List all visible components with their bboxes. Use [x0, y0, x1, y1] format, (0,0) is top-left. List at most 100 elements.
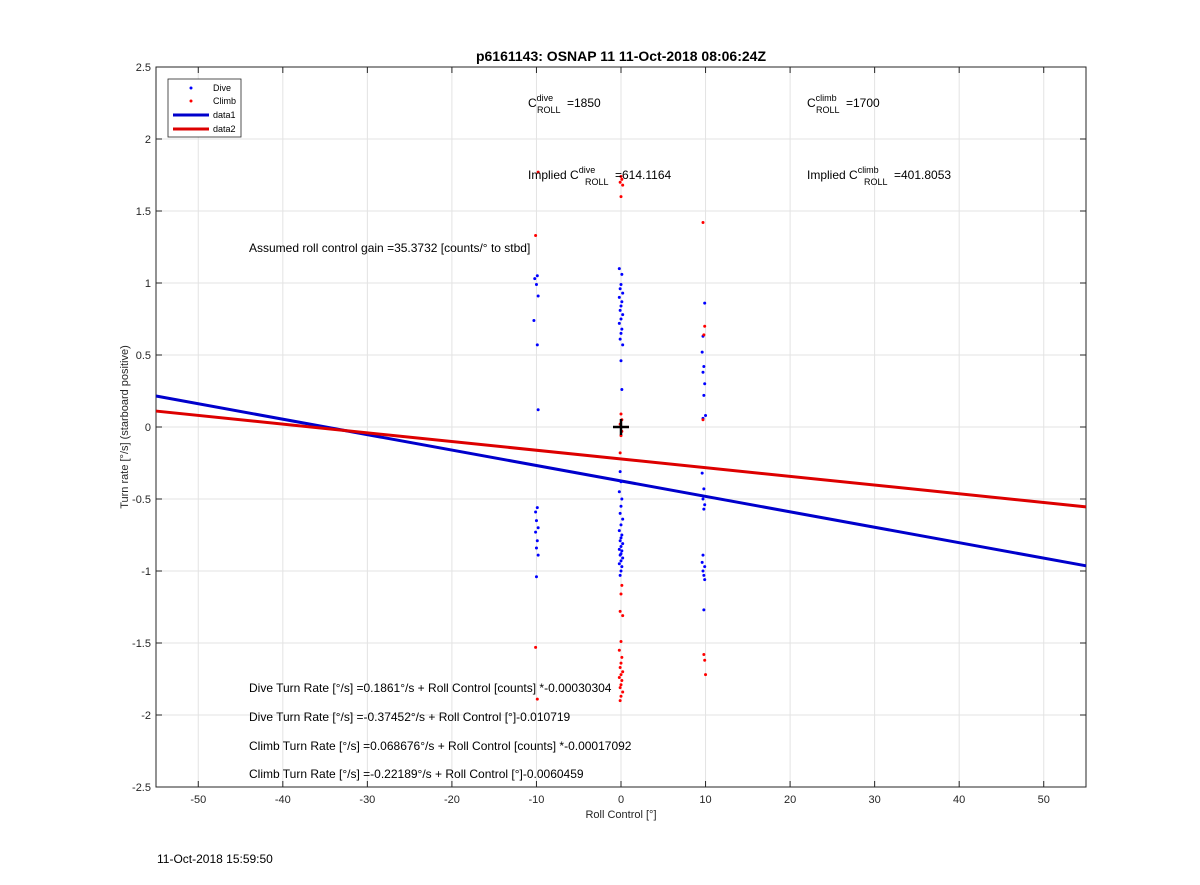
data-points — [532, 170, 708, 703]
legend-label-data2: data2 — [213, 124, 236, 134]
legend-label-climb: Climb — [213, 96, 236, 106]
data-point-dive — [620, 300, 624, 304]
data-point-climb — [703, 658, 707, 662]
data-point-dive — [703, 503, 707, 507]
annotation-c-roll-dive: Cdive ROLL =1850 — [528, 93, 601, 115]
data-point-dive — [619, 359, 623, 363]
origin-marker — [613, 419, 629, 435]
data-point-dive — [701, 370, 705, 374]
data-point-climb — [620, 177, 624, 181]
y-axis-ticks: 2.5 2 1.5 1 0.5 0 -0.5 -1 -1.5 -2 -2.5 — [132, 62, 1086, 794]
x-tick-label: -50 — [190, 794, 206, 806]
annotation-implied-dive: Implied Cdive ROLL =614.1164 — [528, 165, 671, 187]
data-point-climb — [617, 648, 621, 652]
annotation-implied-dive-sub: ROLL — [585, 177, 609, 187]
data-point-climb — [619, 174, 623, 178]
x-tick-label: -40 — [275, 794, 291, 806]
x-tick-label: 40 — [953, 794, 965, 806]
data-point-dive — [618, 337, 622, 341]
annotation-c-roll-climb-sup: climb — [816, 93, 837, 103]
data-point-dive — [618, 308, 622, 312]
data-point-dive — [536, 408, 540, 412]
data-point-climb — [621, 614, 625, 618]
data-point-dive — [702, 608, 706, 612]
data-point-climb — [534, 233, 538, 237]
legend-label-dive: Dive — [213, 83, 231, 93]
annotation-c-roll-climb: Cclimb ROLL =1700 — [807, 93, 880, 115]
annotation-eq-dive-degrees: Dive Turn Rate [°/s] =-0.37452°/s + Roll… — [249, 710, 571, 724]
annotation-eq-climb-counts: Climb Turn Rate [°/s] =0.068676°/s + Rol… — [249, 739, 632, 753]
data-point-climb — [535, 697, 539, 701]
data-point-dive — [536, 526, 540, 530]
data-point-dive — [700, 560, 704, 564]
data-point-dive — [700, 471, 704, 475]
data-point-climb — [619, 195, 623, 199]
data-point-dive — [620, 533, 624, 537]
data-point-dive — [621, 556, 625, 560]
data-point-climb — [618, 699, 622, 703]
y-tick-label: -1 — [141, 566, 151, 578]
data-point-dive — [621, 542, 625, 546]
data-point-dive — [703, 578, 707, 582]
data-point-dive — [703, 301, 707, 305]
annotation-implied-climb-value: =401.8053 — [894, 168, 951, 182]
y-tick-label: 2.5 — [136, 62, 151, 74]
y-tick-label: -2 — [141, 710, 151, 722]
x-tick-label: -30 — [359, 794, 375, 806]
data-point-dive — [702, 487, 706, 491]
data-point-dive — [703, 382, 707, 386]
y-tick-label: -2.5 — [132, 782, 151, 794]
data-point-dive — [620, 272, 624, 276]
data-point-dive — [620, 388, 624, 392]
data-point-dive — [535, 506, 539, 510]
data-point-dive — [703, 565, 707, 569]
annotation-c-roll-dive-value: =1850 — [567, 96, 601, 110]
data-point-dive — [534, 530, 538, 534]
data-point-dive — [534, 575, 538, 579]
legend-box — [167, 78, 242, 138]
data-point-dive — [620, 327, 624, 331]
data-point-dive — [619, 317, 623, 321]
x-tick-label: 30 — [869, 794, 881, 806]
data-point-climb — [702, 333, 706, 337]
data-point-climb — [619, 694, 623, 698]
legend-marker-dive — [189, 86, 193, 90]
y-tick-label: -1.5 — [132, 638, 151, 650]
data-point-climb — [620, 678, 624, 682]
legend-marker-climb — [189, 99, 193, 103]
data-point-climb — [621, 183, 625, 187]
x-tick-label: 10 — [699, 794, 711, 806]
x-tick-label: 50 — [1038, 794, 1050, 806]
data-point-dive — [619, 523, 623, 527]
annotation-c-roll-climb-sub: ROLL — [816, 105, 840, 115]
data-point-dive — [702, 573, 706, 577]
y-axis-label: Turn rate [°/s] (starboard positive) — [119, 345, 131, 509]
data-point-dive — [621, 343, 625, 347]
data-point-dive — [702, 393, 706, 397]
data-point-dive — [621, 517, 625, 521]
data-point-dive — [618, 553, 622, 557]
data-point-dive — [534, 546, 538, 550]
data-point-climb — [619, 640, 623, 644]
x-tick-label: 0 — [618, 794, 624, 806]
data-point-climb — [620, 655, 624, 659]
data-point-dive — [704, 413, 708, 417]
data-point-dive — [702, 365, 706, 369]
data-point-climb — [703, 324, 707, 328]
data-point-dive — [534, 282, 538, 286]
annotation-c-roll-climb-label: C — [807, 96, 816, 110]
x-tick-label: -20 — [444, 794, 460, 806]
data-point-climb — [619, 683, 623, 687]
x-tick-label: -10 — [529, 794, 545, 806]
y-tick-label: 1 — [145, 278, 151, 290]
annotation-implied-dive-label: Implied C — [528, 168, 579, 182]
annotation-c-roll-dive-sub: ROLL — [537, 105, 561, 115]
data-point-climb — [619, 412, 623, 416]
annotation-gain: Assumed roll control gain =35.3732 [coun… — [249, 241, 530, 255]
data-point-dive — [619, 545, 623, 549]
data-point-dive — [617, 295, 621, 299]
data-point-dive — [700, 350, 704, 354]
data-point-climb — [617, 676, 621, 680]
y-tick-label: -0.5 — [132, 494, 151, 506]
